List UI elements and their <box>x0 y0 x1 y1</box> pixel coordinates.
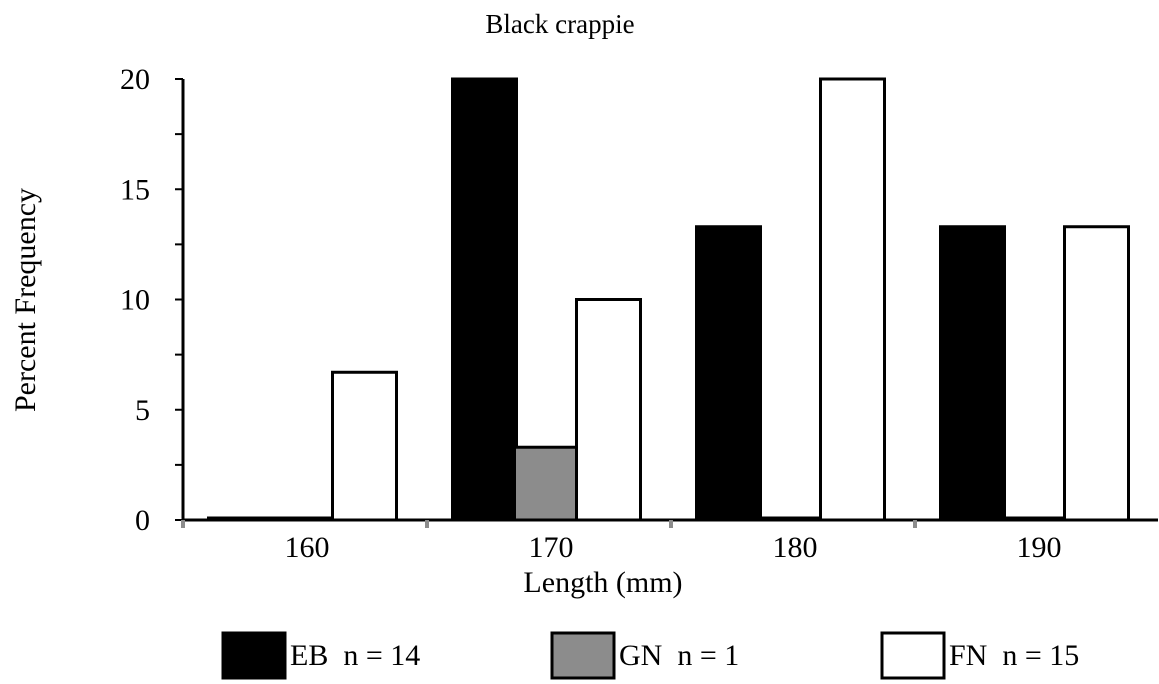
x-axis-title: Length (mm) <box>523 566 682 599</box>
bar <box>1001 516 1068 522</box>
x-tick-label: 180 <box>773 531 818 564</box>
y-tick-label: 10 <box>120 284 150 317</box>
bar <box>513 445 580 522</box>
bar <box>207 516 274 522</box>
legend-swatch <box>880 631 946 680</box>
bar <box>819 77 886 522</box>
y-axis-title: Percent Frequency <box>9 188 42 412</box>
y-axis: 0 5 10 15 20 <box>120 63 185 537</box>
legend-label: EB n = 14 <box>290 639 420 672</box>
bar <box>757 516 824 522</box>
x-tick-label: 190 <box>1017 531 1062 564</box>
x-axis: 160 170 180 190 <box>181 518 1158 564</box>
y-tick-label: 20 <box>120 63 150 96</box>
bar <box>451 77 518 522</box>
bar <box>1063 225 1130 522</box>
bar <box>269 516 336 522</box>
bar <box>695 225 762 522</box>
bar <box>939 225 1006 522</box>
legend-swatch <box>221 631 287 680</box>
legend-swatch <box>550 631 616 680</box>
y-tick-label: 15 <box>120 173 150 206</box>
legend-item: EB n = 14 <box>221 631 420 680</box>
bar <box>575 298 642 522</box>
bar <box>331 370 398 522</box>
x-tick-label: 170 <box>529 531 574 564</box>
legend-label: FN n = 15 <box>949 639 1079 672</box>
legend-item: FN n = 15 <box>880 631 1079 680</box>
x-tick-label: 160 <box>285 531 330 564</box>
legend-item: GN n = 1 <box>550 631 739 680</box>
y-tick-label: 5 <box>135 394 150 427</box>
chart-title: Black crappie <box>485 9 634 39</box>
y-tick-label: 0 <box>135 504 150 537</box>
legend-label: GN n = 1 <box>619 639 739 672</box>
bars <box>207 77 1130 522</box>
legend: EB n = 14 GN n = 1 FN n = 15 <box>221 631 1079 680</box>
